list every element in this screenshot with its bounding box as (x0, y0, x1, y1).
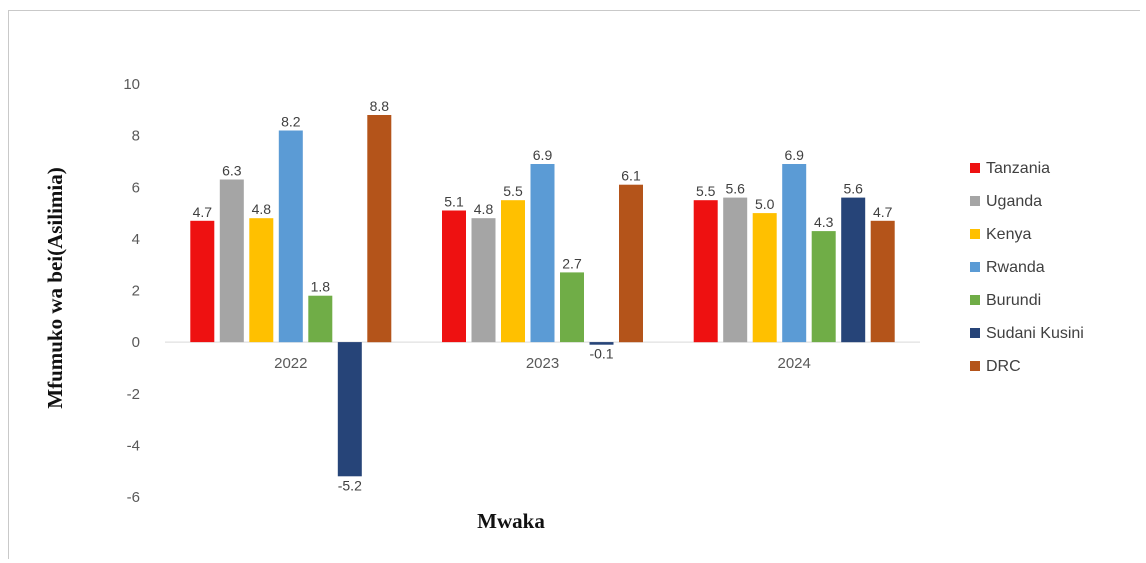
bar (190, 220, 215, 343)
bar (870, 220, 895, 343)
bar (337, 342, 362, 477)
legend-label: Uganda (986, 193, 1042, 210)
data-label: 5.0 (755, 196, 775, 212)
data-label: 4.3 (814, 214, 834, 230)
data-label: 5.5 (696, 183, 716, 199)
bar (589, 342, 614, 345)
data-label: 6.3 (222, 163, 242, 179)
y-tick-label: 6 (132, 179, 140, 196)
data-labels-group: 4.7 6.3 4.8 8.2 1.8 -5.2 8.8 5.1 4.8 5.5 6.9 2.7 -0.… (193, 98, 893, 493)
bar (811, 231, 836, 343)
y-tick-label: 0 (132, 334, 140, 351)
bar (367, 115, 392, 343)
x-tick-label: 2022 (274, 355, 307, 372)
x-axis-ticks: 2022 2023 2024 (274, 355, 811, 372)
data-label: 6.9 (784, 147, 804, 163)
legend-swatch (970, 196, 980, 206)
data-label: 6.1 (621, 168, 641, 184)
legend-label: Tanzania (986, 160, 1050, 177)
y-tick-label: 2 (132, 283, 140, 300)
bar (560, 272, 584, 343)
data-label: -0.1 (589, 346, 613, 362)
y-axis-title: Mfumuko wa bei(Asilimia) (43, 167, 67, 409)
data-label: 4.8 (474, 201, 494, 217)
legend-label: Kenya (986, 226, 1031, 243)
bar (841, 197, 866, 343)
legend-label: Rwanda (986, 259, 1045, 276)
bar (442, 210, 466, 343)
bar (619, 184, 643, 343)
bar (471, 218, 496, 343)
x-tick-label: 2024 (778, 355, 811, 372)
bar (693, 200, 718, 343)
y-tick-label: -6 (127, 489, 140, 506)
legend-swatch (970, 262, 980, 272)
y-tick-label: -4 (127, 437, 140, 454)
legend-label: Sudani Kusini (986, 325, 1084, 342)
legend-swatch (970, 229, 980, 239)
y-tick-label: 8 (132, 128, 140, 145)
data-label: 4.7 (873, 204, 893, 220)
y-axis-ticks: 10 8 6 4 2 0 -2 -4 -6 (123, 76, 140, 506)
bar (219, 179, 244, 343)
legend-label: Burundi (986, 292, 1041, 309)
legend: Tanzania Uganda Kenya Rwanda Burundi Sudani K… (970, 160, 1084, 375)
data-label: 6.9 (533, 147, 553, 163)
bar (723, 197, 748, 343)
bars-group (190, 115, 895, 477)
y-tick-label: 10 (123, 76, 140, 93)
legend-swatch (970, 295, 980, 305)
bar (249, 218, 274, 343)
x-tick-label: 2023 (526, 355, 559, 372)
data-label: -5.2 (338, 477, 362, 493)
y-tick-label: -2 (127, 386, 140, 403)
bar (530, 164, 555, 343)
data-label: 2.7 (562, 255, 582, 271)
data-label: 5.6 (843, 181, 863, 197)
bar (308, 295, 333, 343)
legend-swatch (970, 328, 980, 338)
data-label: 5.6 (725, 181, 745, 197)
legend-swatch (970, 361, 980, 371)
bar (782, 164, 807, 343)
data-label: 8.8 (370, 98, 390, 114)
bar (278, 130, 303, 343)
data-label: 5.1 (444, 194, 464, 210)
data-label: 4.7 (193, 204, 213, 220)
bar (752, 213, 777, 343)
legend-label: DRC (986, 358, 1021, 375)
chart-frame (8, 10, 1140, 559)
data-label: 8.2 (281, 114, 301, 130)
data-label: 1.8 (311, 279, 331, 295)
y-tick-label: 4 (132, 231, 140, 248)
data-label: 4.8 (252, 201, 272, 217)
bar (501, 200, 525, 343)
x-axis-title: Mwaka (477, 509, 545, 533)
data-label: 5.5 (503, 183, 523, 199)
legend-swatch (970, 163, 980, 173)
